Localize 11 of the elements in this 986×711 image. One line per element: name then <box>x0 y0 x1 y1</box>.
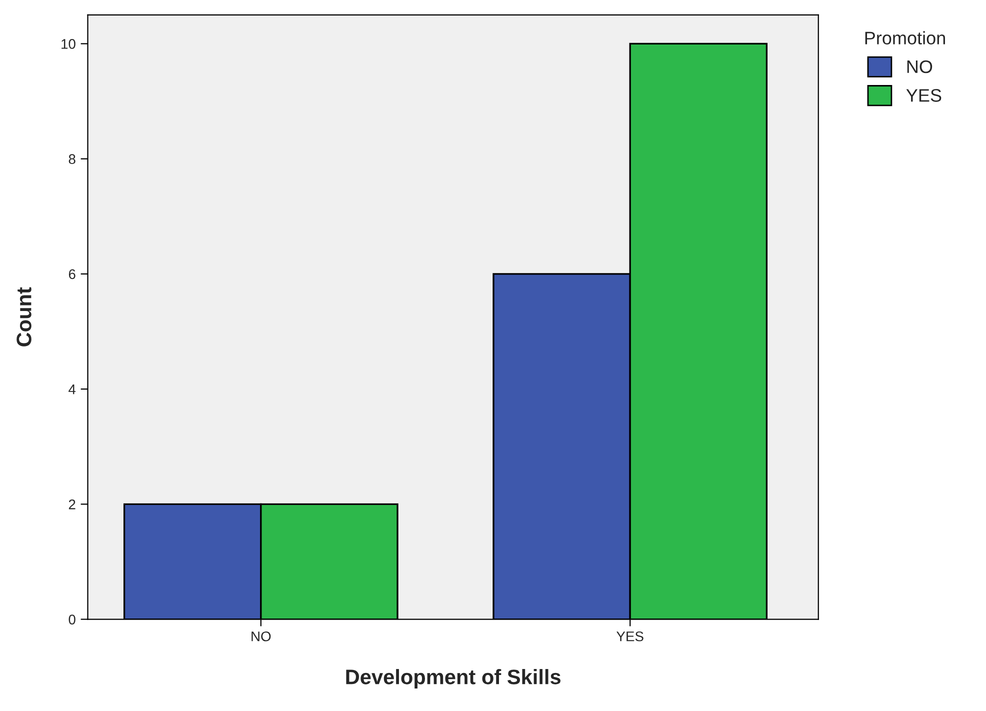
x-axis-title: Development of Skills <box>346 669 560 688</box>
legend-label: NO <box>907 60 932 74</box>
y-tick-label: 0 <box>68 614 76 624</box>
legend-label: YES <box>906 89 942 102</box>
y-tick-label: 2 <box>68 500 76 510</box>
y-tick-label: 4 <box>68 384 76 394</box>
y-tick-label: 8 <box>68 154 76 164</box>
y-axis-title: Count <box>16 287 32 346</box>
y-tick-label: 6 <box>68 269 76 280</box>
legend-title: Promotion <box>865 31 945 44</box>
y-tick-label: 10 <box>62 39 76 49</box>
